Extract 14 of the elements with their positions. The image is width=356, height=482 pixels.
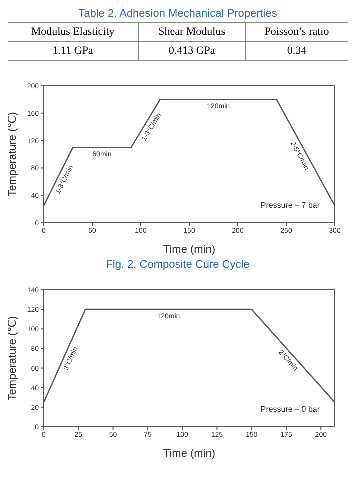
annotation: Pressure – 0 bar (260, 405, 320, 414)
x-axis-title: Time (min) (163, 244, 216, 256)
y-axis-title: Temperature (℃) (6, 112, 19, 197)
text: Table 2. Adhesion Mechanical Properties (78, 8, 278, 20)
text: 0.34 (245, 42, 348, 60)
text: Fig. 2. Composite Cure Cycle (105, 259, 251, 271)
category-label: Poisson’s ratio (245, 22, 348, 42)
text: 1.11 GPa (8, 42, 139, 60)
category-label: Modulus Elasticity (8, 22, 139, 42)
x-axis-title: Time (min) (163, 448, 216, 460)
text: 0.413 GPa (138, 42, 246, 60)
y-axis-title: Temperature (℃) (6, 316, 19, 401)
annotation: Pressure – 7 bar (260, 201, 320, 210)
category-label: Shear Modulus (138, 22, 246, 42)
